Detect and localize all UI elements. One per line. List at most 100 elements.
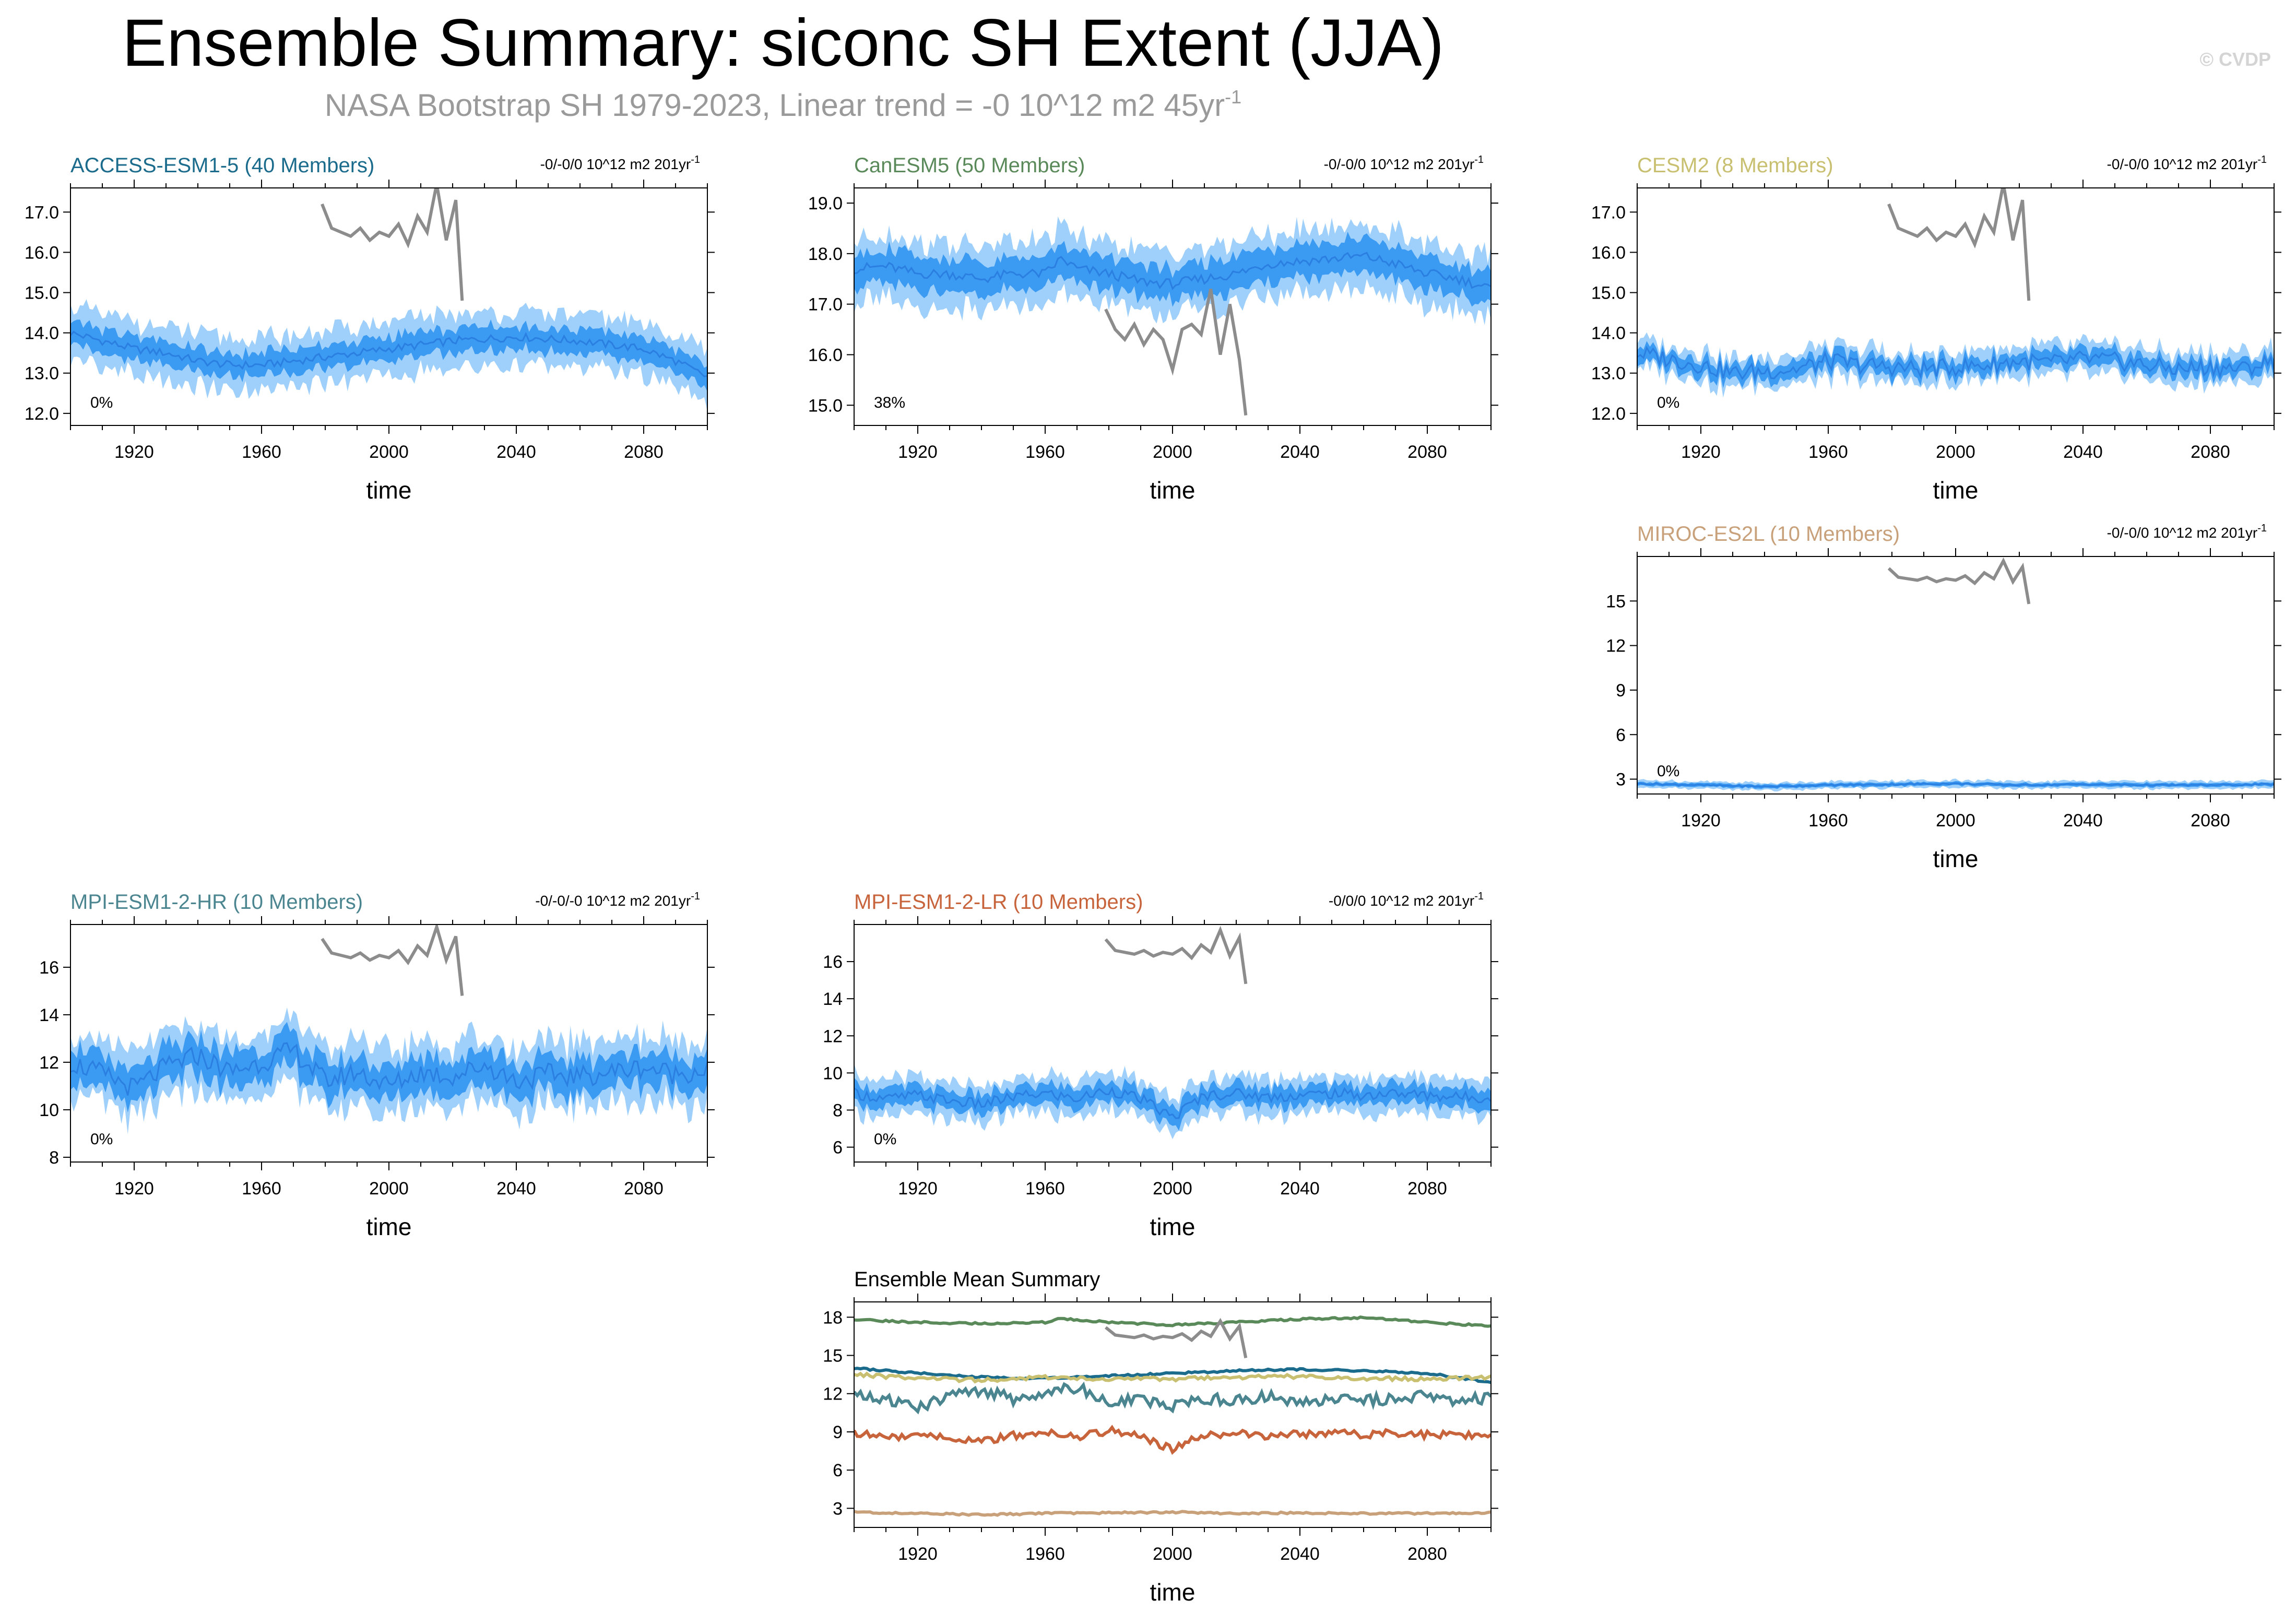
summary-line-miroc-es2l — [854, 1510, 1491, 1517]
observations-line — [1104, 289, 1248, 416]
panel-trend-text: -0/0/0 10^12 m2 201yr — [1329, 893, 1474, 909]
y-tick-label: 6 — [1616, 725, 1626, 745]
x-tick-label: 2000 — [1153, 442, 1192, 462]
copyright-label: © CVDP — [2199, 49, 2271, 70]
summary-line-mpi-esm1-2-lr — [854, 1425, 1491, 1455]
x-tick-label: 1920 — [114, 1179, 154, 1199]
plot-frame — [70, 187, 708, 426]
panels-container: ACCESS-ESM1-5 (40 Members) -0/-0/0 10^12 … — [25, 154, 2281, 1606]
panel-trend-sup: -1 — [2257, 523, 2267, 534]
x-tick-label: 1960 — [1025, 1544, 1065, 1564]
x-tick-label: 1960 — [1025, 1179, 1065, 1199]
x-tick-label: 2000 — [1936, 442, 1975, 462]
x-tick-label: 1960 — [242, 1179, 281, 1199]
x-tick-label: 1920 — [114, 442, 154, 462]
panel-title: MIROC-ES2L (10 Members) — [1637, 523, 1900, 546]
x-tick-label: 2040 — [1280, 1179, 1320, 1199]
plot-area — [1637, 188, 2274, 398]
panel-trend-text: -0/-0/0 10^12 m2 201yr — [540, 156, 691, 172]
y-tick-label: 15 — [1606, 591, 1626, 611]
y-tick-label: 12 — [1606, 636, 1626, 656]
panel-mpihr: MPI-ESM1-2-HR (10 Members) -0/-0/-0 10^12… — [39, 891, 715, 1240]
panel-trend: -0/-0/0 10^12 m2 201yr-1 — [540, 154, 700, 172]
x-tick-label: 2040 — [1280, 1544, 1320, 1564]
y-tick-label: 9 — [833, 1423, 843, 1442]
x-tick-label: 1960 — [1808, 811, 1848, 831]
panel-trend-sup: -1 — [2257, 154, 2267, 165]
panel-trend-text: -0/-0/0 10^12 m2 201yr — [2107, 156, 2258, 172]
y-tick-label: 15.0 — [25, 283, 59, 303]
plot-area — [854, 926, 1491, 1140]
y-tick-label: 10 — [823, 1063, 843, 1083]
ensemble-range-band — [854, 1063, 1491, 1140]
panel-title: CanESM5 (50 Members) — [854, 154, 1085, 177]
y-tick-label: 12 — [823, 1384, 843, 1404]
y-tick-label: 14.0 — [25, 324, 59, 343]
y-tick-label: 15 — [823, 1346, 843, 1366]
x-tick-label: 2080 — [1407, 1179, 1447, 1199]
x-axis-label: time — [1150, 1579, 1196, 1606]
panel-trend-sup: -1 — [1474, 891, 1484, 902]
summary-line-access-esm1-5 — [854, 1366, 1491, 1384]
y-tick-label: 6 — [833, 1461, 843, 1480]
figure-subtitle-sup: -1 — [1225, 86, 1241, 108]
panel-canesm: CanESM5 (50 Members) -0/-0/0 10^12 m2 201… — [808, 154, 1498, 504]
panel-cesm2: CESM2 (8 Members) -0/-0/0 10^12 m2 201yr-… — [1591, 154, 2281, 504]
figure-subtitle-text: NASA Bootstrap SH 1979-2023, Linear tren… — [325, 88, 1225, 123]
summary-line-nasa-bootstrap — [1105, 1318, 1248, 1358]
panel-title: CESM2 (8 Members) — [1637, 154, 1833, 177]
observations-line — [1887, 557, 2031, 604]
y-tick-label: 14.0 — [1591, 324, 1626, 343]
x-tick-label: 2080 — [2191, 811, 2230, 831]
x-tick-label: 2040 — [1280, 442, 1320, 462]
x-tick-label: 1920 — [1681, 442, 1721, 462]
x-tick-label: 2040 — [2063, 442, 2103, 462]
panel-access: ACCESS-ESM1-5 (40 Members) -0/-0/0 10^12 … — [25, 154, 715, 504]
observations-line — [1104, 926, 1248, 985]
x-axis-label: time — [1933, 477, 1979, 504]
x-tick-label: 1920 — [1681, 811, 1721, 831]
observations-line — [321, 188, 464, 301]
summary-line-cesm2 — [854, 1371, 1491, 1384]
y-tick-label: 8 — [833, 1100, 843, 1120]
x-tick-label: 2000 — [1153, 1544, 1192, 1564]
ensemble-mean-line — [70, 1042, 707, 1096]
x-tick-label: 1920 — [898, 1544, 938, 1564]
panel-trend: -0/-0/0 10^12 m2 201yr-1 — [1324, 154, 1484, 172]
panel-title: MPI-ESM1-2-LR (10 Members) — [854, 891, 1143, 914]
y-tick-label: 16.0 — [25, 243, 59, 263]
x-tick-label: 1920 — [898, 1179, 938, 1199]
x-tick-label: 2000 — [1936, 811, 1975, 831]
plot-frame — [1637, 556, 2275, 795]
summary-line-mpi-esm1-2-hr — [854, 1381, 1491, 1415]
ensemble-mean-line — [854, 1086, 1491, 1119]
y-tick-label: 12 — [823, 1026, 843, 1046]
percent-label: 38% — [874, 394, 905, 411]
ensemble-spread-band — [70, 319, 707, 392]
x-tick-label: 2000 — [369, 442, 409, 462]
panel-trend: -0/0/0 10^12 m2 201yr-1 — [1329, 891, 1484, 909]
ensemble-spread-band — [854, 1077, 1491, 1131]
percent-label: 0% — [90, 394, 113, 411]
panel-trend: -0/-0/-0 10^12 m2 201yr-1 — [535, 891, 700, 909]
y-tick-label: 17.0 — [25, 203, 59, 222]
panel-trend: -0/-0/0 10^12 m2 201yr-1 — [2107, 154, 2267, 172]
y-tick-label: 16 — [39, 958, 59, 978]
panel-miroc: MIROC-ES2L (10 Members) -0/-0/0 10^12 m2 … — [1606, 523, 2281, 872]
y-tick-label: 3 — [1616, 770, 1626, 790]
x-axis-label: time — [366, 477, 412, 504]
x-tick-label: 2000 — [369, 1179, 409, 1199]
y-tick-label: 16.0 — [1591, 243, 1626, 263]
y-tick-label: 9 — [1616, 681, 1626, 701]
y-tick-label: 16.0 — [808, 345, 843, 365]
panel-trend-text: -0/-0/0 10^12 m2 201yr — [2107, 525, 2258, 541]
x-axis-label: time — [1933, 845, 1979, 872]
x-tick-label: 2080 — [1407, 442, 1447, 462]
plot-area — [854, 1315, 1491, 1517]
ensemble-mean-line — [1637, 782, 2274, 788]
panel-trend: -0/-0/0 10^12 m2 201yr-1 — [2107, 523, 2267, 541]
panel-mpilr: MPI-ESM1-2-LR (10 Members) -0/0/0 10^12 m… — [823, 891, 1498, 1240]
figure-title: Ensemble Summary: siconc SH Extent (JJA) — [122, 6, 1444, 80]
y-tick-label: 10 — [39, 1100, 59, 1120]
